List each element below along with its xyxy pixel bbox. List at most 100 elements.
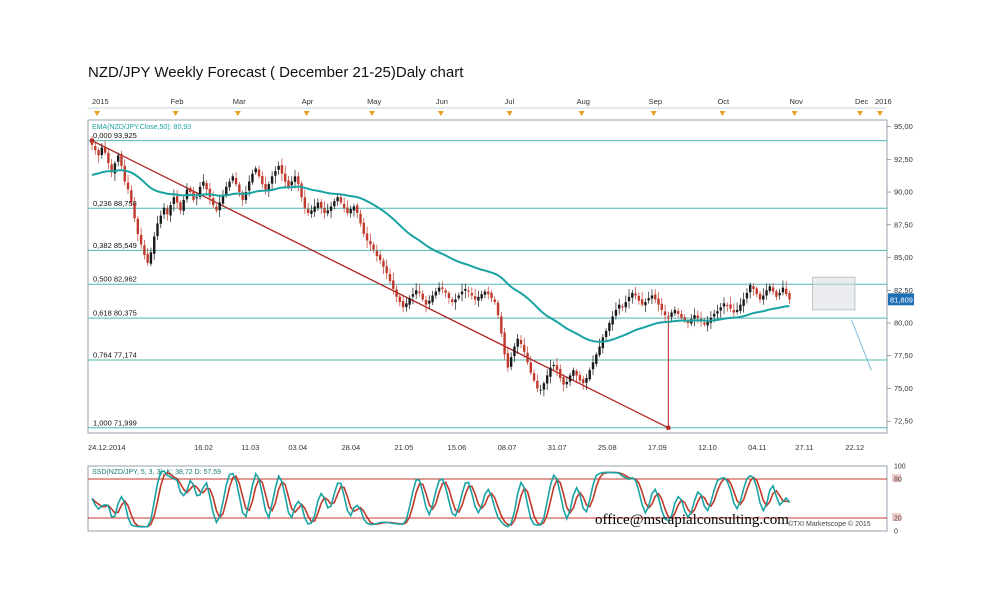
candle <box>758 291 762 304</box>
candle <box>578 371 582 384</box>
fib-label-5: 0,764 77,174 <box>93 351 137 360</box>
candle <box>618 298 621 315</box>
candle-body <box>349 209 352 214</box>
month-label-11: Dec <box>855 97 869 106</box>
month-marker-8 <box>650 111 657 116</box>
candle-body <box>742 299 745 306</box>
candle <box>470 287 474 300</box>
candle-body <box>329 206 333 211</box>
candle <box>123 159 126 186</box>
candle <box>660 297 663 316</box>
date-label-8: 31.07 <box>548 443 567 452</box>
candle-body <box>532 373 536 381</box>
candle <box>480 290 483 302</box>
candle-body <box>765 290 768 296</box>
ema-label: EMA(NZD/JPY.Close,50): 80,93 <box>92 124 191 131</box>
candle <box>97 147 100 163</box>
candle <box>519 335 523 349</box>
candle-body <box>470 292 474 296</box>
candle-body <box>169 205 172 216</box>
ema-line <box>91 169 790 343</box>
candle <box>428 295 431 309</box>
candle <box>434 287 438 299</box>
candle-body <box>130 190 133 203</box>
candle <box>500 312 503 338</box>
candle-body <box>310 210 313 214</box>
candle <box>591 355 595 376</box>
candle-body <box>411 294 415 297</box>
page-title: NZD/JPY Weekly Forecast ( December 21-25… <box>88 64 464 81</box>
candle-body <box>424 299 428 305</box>
candle <box>198 182 202 200</box>
candle <box>460 283 464 302</box>
candle-body <box>234 177 238 185</box>
candle-body <box>382 260 385 267</box>
candle-body <box>680 313 683 318</box>
candle-body <box>244 192 248 201</box>
candle <box>601 334 605 354</box>
candle-body <box>762 295 765 300</box>
candle-body <box>673 309 677 314</box>
forecast-line <box>851 320 872 371</box>
candle-body <box>562 377 565 385</box>
candle <box>169 201 172 222</box>
month-label-7: Aug <box>577 97 590 106</box>
candle <box>359 209 362 227</box>
candle-body <box>175 196 179 203</box>
candle-body <box>284 173 287 182</box>
candle-body <box>654 294 657 300</box>
candle-body <box>434 291 438 296</box>
candle-body <box>627 296 631 302</box>
candle-body <box>356 205 359 213</box>
candle <box>509 352 513 371</box>
candle-body <box>663 311 667 316</box>
candle-body <box>781 287 785 293</box>
candle-body <box>388 273 392 282</box>
candle <box>532 369 536 383</box>
candle-body <box>696 315 699 318</box>
candle <box>116 152 120 167</box>
candle <box>768 283 772 294</box>
fib-label-3: 0,500 82,962 <box>93 275 137 284</box>
candle <box>785 281 788 297</box>
candle-body <box>509 357 513 367</box>
date-label-1: 16.02 <box>194 443 213 452</box>
month-marker-2 <box>234 111 241 116</box>
candle <box>496 299 500 320</box>
candle <box>673 306 677 317</box>
y-tick-label-5: 82,50 <box>894 286 913 295</box>
candle-body <box>231 176 235 181</box>
candle-body <box>290 181 293 186</box>
candle <box>139 227 143 250</box>
candle-body <box>523 344 526 352</box>
candle-body <box>103 146 107 153</box>
candle <box>585 373 588 390</box>
candle <box>735 302 739 315</box>
candle-body <box>437 287 441 292</box>
candle-body <box>752 286 755 289</box>
candle <box>542 381 546 397</box>
candle-body <box>611 316 614 325</box>
candle <box>90 136 94 151</box>
candle <box>356 203 359 219</box>
candle <box>572 367 575 381</box>
candle-body <box>94 146 97 151</box>
candle-body <box>166 208 169 215</box>
trend-line <box>91 140 669 429</box>
candle-body <box>172 197 176 204</box>
candle <box>513 343 516 362</box>
candle <box>703 317 706 327</box>
candle <box>280 158 284 182</box>
candle-body <box>657 298 660 305</box>
month-label-12: 2016 <box>875 97 892 106</box>
candle-body <box>601 337 605 349</box>
candle <box>745 288 749 304</box>
candle-body <box>480 294 483 299</box>
date-label-4: 28.04 <box>341 443 360 452</box>
candle-body <box>241 192 244 200</box>
candle <box>667 311 670 322</box>
stoch-tick-label-3: 0 <box>894 529 898 536</box>
candle-body <box>506 353 510 368</box>
month-marker-5 <box>437 111 444 116</box>
candle-body <box>732 310 736 313</box>
